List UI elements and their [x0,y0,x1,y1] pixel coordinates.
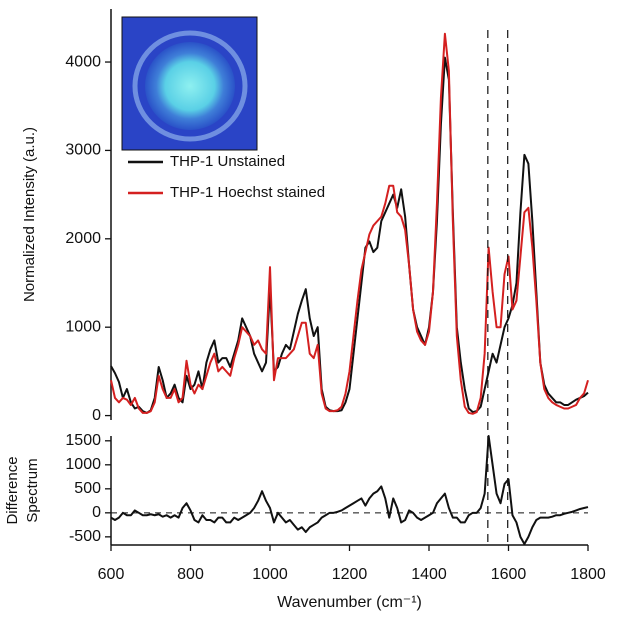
legend-label: THP-1 Hoechst stained [170,184,325,201]
legend-label: THP-1 Unstained [170,153,285,170]
x-axis-label: Wavenumber (cm⁻¹) [277,594,422,611]
series-line [110,435,589,546]
y-tick-label: 3000 [65,142,101,159]
series-line [110,32,589,415]
y-tick-label: 0 [92,407,101,424]
x-tick-label: 600 [98,566,125,583]
y-tick-label: 4000 [65,53,101,70]
y-tick-label: 1500 [65,432,101,449]
y-tick-label: 1000 [65,456,101,473]
x-tick-label: 1800 [570,566,606,583]
x-tick-label: 800 [177,566,204,583]
x-tick-label: 1400 [411,566,447,583]
y-axis-label: Spectrum [24,458,41,522]
y-tick-label: 500 [74,480,101,497]
x-tick-label: 1600 [491,566,527,583]
y-tick-label: 1000 [65,318,101,335]
inset-image [121,16,258,151]
y-tick-label: 0 [92,504,101,521]
y-axis-label: Difference [4,456,21,524]
y-axis-label: Normalized Intensity (a.u.) [21,127,38,302]
x-tick-label: 1000 [252,566,288,583]
y-tick-label: 2000 [65,230,101,247]
x-tick-label: 1200 [332,566,368,583]
y-tick-label: -500 [69,528,101,545]
series-line [110,56,589,414]
